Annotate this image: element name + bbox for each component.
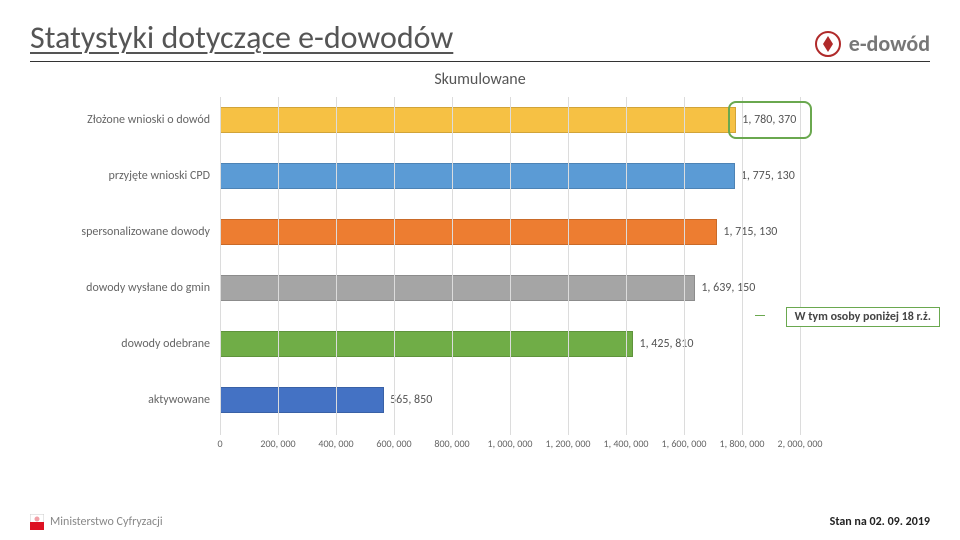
gridline (626, 97, 627, 435)
gridline (684, 97, 685, 435)
x-tick: 2, 000, 000 (778, 437, 823, 450)
gridline (510, 97, 511, 435)
x-tick: 0 (217, 437, 222, 450)
bar-label: dowody wysłane do gmin (40, 275, 220, 301)
bar-label: spersonalizowane dowody (40, 219, 220, 245)
page-header: Statystyki dotyczące e-dowodów e-dowód (30, 18, 930, 62)
gridline (394, 97, 395, 435)
gridline (336, 97, 337, 435)
bar (220, 163, 735, 189)
bar-label: przyjęte wnioski CPD (40, 163, 220, 189)
x-axis: 0 200, 000 400, 000 600, 000 800, 000 1, 000,… (220, 435, 800, 457)
x-tick: 600, 000 (376, 437, 411, 450)
x-tick: 200, 000 (260, 437, 295, 450)
bar (220, 387, 384, 413)
bar-value: 1, 639, 150 (695, 275, 755, 301)
x-tick: 800, 000 (434, 437, 469, 450)
bar (220, 275, 695, 301)
x-tick: 1, 200, 000 (546, 437, 591, 450)
plot-area: Złożone wnioski o dowód1, 780, 370przyję… (220, 97, 800, 457)
bar-value: 1, 715, 130 (717, 219, 777, 245)
chart-title: Skumulowane (30, 70, 930, 89)
footer: Ministerstwo Cyfryzacji Stan na 02. 09. … (30, 514, 930, 530)
gridline (742, 97, 743, 435)
bar (220, 107, 736, 133)
gridline (568, 97, 569, 435)
brand-text: e-dowód (849, 30, 930, 57)
bar-label: aktywowane (40, 387, 220, 413)
brand-icon (815, 31, 841, 57)
annotation-connector (755, 315, 765, 316)
bar-value: 1, 775, 130 (735, 163, 795, 189)
gridline (452, 97, 453, 435)
ministry-text: Ministerstwo Cyfryzacji (50, 515, 163, 529)
annotation-note: W tym osoby poniżej 18 r.ż. (786, 307, 940, 327)
highlight-callout (728, 101, 812, 139)
page-title: Statystyki dotyczące e-dowodów (30, 18, 453, 57)
ministry-badge: Ministerstwo Cyfryzacji (30, 514, 163, 530)
gridline (278, 97, 279, 435)
bar-label: Złożone wnioski o dowód (40, 107, 220, 133)
x-tick: 1, 400, 000 (604, 437, 649, 450)
bar (220, 219, 717, 245)
brand: e-dowód (815, 30, 930, 57)
x-tick: 1, 000, 000 (488, 437, 533, 450)
bar-label: dowody odebrane (40, 331, 220, 357)
emblem-icon (30, 514, 44, 530)
x-tick: 400, 000 (318, 437, 353, 450)
bar (220, 331, 633, 357)
x-tick: 1, 800, 000 (720, 437, 765, 450)
x-tick: 1, 600, 000 (662, 437, 707, 450)
gridline (220, 97, 221, 435)
status-date: Stan na 02. 09. 2019 (830, 515, 930, 529)
gridline (800, 97, 801, 435)
bar-value: 565, 850 (384, 387, 432, 413)
annotation-text: W tym osoby poniżej 18 r.ż. (795, 310, 931, 324)
